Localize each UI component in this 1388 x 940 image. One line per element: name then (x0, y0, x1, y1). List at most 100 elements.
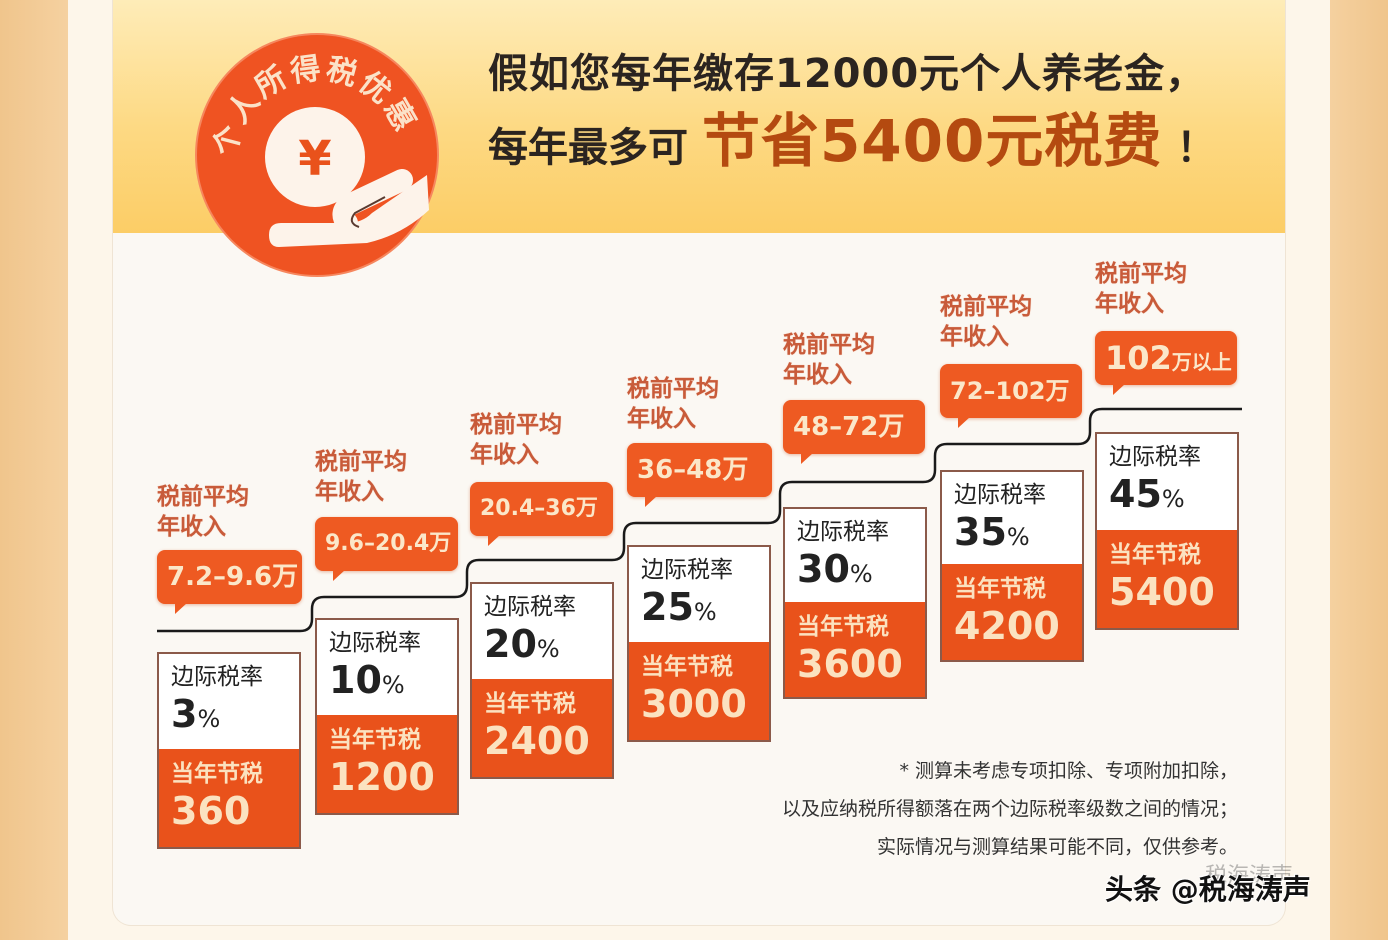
saving-label: 当年节税 (329, 727, 421, 753)
watermark: 头条 @税海涛声 (1105, 873, 1311, 906)
income-bubble-tier-7: 102万以上 (1095, 331, 1237, 395)
income-bubble-tier-4: 36–48万 (627, 443, 772, 507)
rate-number: 20 (484, 622, 537, 666)
saving-section: 当年节税 3000 (629, 642, 769, 740)
income-range: 48–72 (793, 412, 879, 442)
income-label-line-2: 年收入 (940, 324, 1009, 350)
rate-value: 10% (329, 658, 457, 707)
rate-unit: % (849, 560, 873, 588)
rate-section: 边际税率 20% (472, 584, 612, 679)
rate-value: 25% (641, 585, 769, 634)
headline-line-2: 每年最多可 节省5400元税费 ！ (488, 106, 1268, 183)
income-label-line-1: 税前平均 (783, 332, 875, 358)
saving-label: 当年节税 (1109, 542, 1201, 568)
rate-label: 边际税率 (171, 664, 263, 690)
rate-value: 45% (1109, 472, 1237, 521)
saving-section: 当年节税 4200 (942, 564, 1082, 660)
rate-number: 30 (797, 547, 850, 591)
left-border-strip (0, 0, 68, 940)
footnote-line-2: 以及应纳税所得额落在两个边际税率级数之间的情况； (781, 798, 1238, 820)
income-label-line-2: 年收入 (627, 406, 696, 432)
rate-value: 20% (484, 622, 612, 671)
rate-section: 边际税率 25% (629, 547, 769, 642)
income-label-tier-4: 税前平均 年收入 (627, 374, 719, 434)
rate-section: 边际税率 35% (942, 472, 1082, 564)
rate-section: 边际税率 10% (317, 620, 457, 715)
income-label-tier-7: 税前平均 年收入 (1095, 259, 1187, 319)
saving-section: 当年节税 360 (159, 749, 299, 847)
rate-label: 边际税率 (484, 594, 576, 620)
rate-box-tier-3: 边际税率 20% 当年节税 2400 (470, 582, 614, 779)
saving-label: 当年节税 (641, 654, 733, 680)
income-label-line-1: 税前平均 (157, 484, 249, 510)
income-label-line-2: 年收入 (783, 362, 852, 388)
rate-label: 边际税率 (329, 630, 421, 656)
income-label-tier-5: 税前平均 年收入 (783, 330, 875, 390)
rate-label: 边际税率 (1109, 444, 1201, 470)
saving-label: 当年节税 (797, 614, 889, 640)
rate-number: 3 (171, 692, 198, 736)
rate-unit: % (536, 635, 560, 663)
saving-value: 4200 (954, 604, 1060, 648)
income-label-line-2: 年收入 (315, 479, 384, 505)
headline-prefix: 每年最多可 (488, 125, 688, 171)
rate-value: 30% (797, 547, 925, 596)
rate-box-tier-4: 边际税率 25% 当年节税 3000 (627, 545, 771, 742)
saving-section: 当年节税 1200 (317, 715, 457, 813)
rate-section: 边际税率 30% (785, 509, 925, 602)
income-label-line-2: 年收入 (157, 514, 226, 540)
rate-label: 边际税率 (641, 557, 733, 583)
headline: 假如您每年缴存12000元个人养老金， 每年最多可 节省5400元税费 ！ (488, 44, 1268, 183)
income-range: 9.6–20.4 (325, 531, 430, 556)
footnote-line-3: 实际情况与测算结果可能不同，仅供参考。 (876, 836, 1238, 858)
income-label-tier-3: 税前平均 年收入 (470, 410, 562, 470)
income-range: 20.4–36 (480, 496, 576, 521)
income-label-line-1: 税前平均 (470, 412, 562, 438)
headline-suffix: ！ (1176, 125, 1217, 171)
income-label-line-2: 年收入 (470, 442, 539, 468)
rate-box-tier-1: 边际税率 3% 当年节税 360 (157, 652, 301, 849)
income-range: 36–48 (637, 455, 723, 485)
income-label-line-1: 税前平均 (627, 376, 719, 402)
rate-value: 35% (954, 510, 1082, 559)
saving-label: 当年节税 (171, 761, 263, 787)
income-unit: 万以上 (1171, 350, 1232, 374)
rate-box-tier-2: 边际税率 10% 当年节税 1200 (315, 618, 459, 815)
income-label-line-1: 税前平均 (315, 449, 407, 475)
income-label-line-1: 税前平均 (940, 294, 1032, 320)
rate-number: 35 (954, 510, 1007, 554)
rate-unit: % (197, 705, 221, 733)
saving-value: 2400 (484, 719, 590, 763)
right-border-strip (1328, 0, 1388, 940)
saving-label: 当年节税 (484, 691, 576, 717)
headline-highlight: 节省5400元税费 (701, 107, 1163, 175)
rate-box-tier-5: 边际税率 30% 当年节税 3600 (783, 507, 927, 699)
income-bubble-tier-2: 9.6–20.4万 (315, 517, 458, 581)
rate-unit: % (693, 598, 717, 626)
saving-section: 当年节税 2400 (472, 679, 612, 777)
income-unit: 万 (1045, 377, 1070, 405)
income-label-tier-1: 税前平均 年收入 (157, 482, 249, 542)
footnote-line-1: * 测算未考虑专项扣除、专项附加扣除， (899, 760, 1238, 782)
rate-value: 3% (171, 692, 299, 741)
income-bubble-tier-3: 20.4–36万 (470, 482, 613, 546)
tax-benefit-badge: 个人所得税优惠 ¥ (197, 35, 437, 275)
saving-value: 3600 (797, 642, 903, 686)
income-unit: 万 (272, 562, 299, 592)
saving-value: 5400 (1109, 570, 1215, 614)
income-bubble-tier-5: 48–72万 (783, 400, 925, 464)
rate-unit: % (1161, 485, 1185, 513)
income-range: 102 (1105, 339, 1172, 377)
hand-holding-coin-icon: 个人所得税优惠 ¥ (207, 51, 429, 247)
rate-label: 边际税率 (797, 519, 889, 545)
income-label-tier-6: 税前平均 年收入 (940, 292, 1032, 352)
rate-number: 25 (641, 585, 694, 629)
rate-section: 边际税率 3% (159, 654, 299, 749)
income-label-line-2: 年收入 (1095, 291, 1164, 317)
income-label-line-1: 税前平均 (1095, 261, 1187, 287)
income-range: 7.2–9.6 (167, 562, 273, 592)
rate-number: 45 (1109, 472, 1162, 516)
saving-value: 360 (171, 789, 251, 833)
footnote: * 测算未考虑专项扣除、专项附加扣除， 以及应纳税所得额落在两个边际税率级数之间… (782, 752, 1238, 866)
saving-section: 当年节税 5400 (1097, 530, 1237, 628)
